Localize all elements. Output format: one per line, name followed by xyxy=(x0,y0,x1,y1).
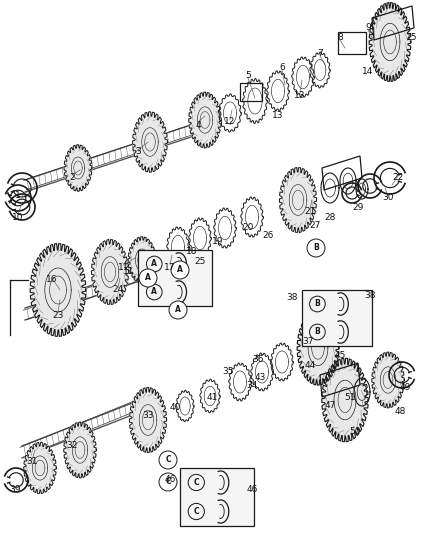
Text: 22: 22 xyxy=(392,174,404,182)
Text: 15: 15 xyxy=(406,34,418,43)
Text: 29: 29 xyxy=(352,204,364,213)
Circle shape xyxy=(139,269,157,287)
Text: 6: 6 xyxy=(279,63,285,72)
Text: 12: 12 xyxy=(224,117,236,126)
Text: 40: 40 xyxy=(170,403,181,413)
Polygon shape xyxy=(372,352,404,408)
Text: 7: 7 xyxy=(317,50,323,59)
Text: A: A xyxy=(152,287,157,296)
Text: 13: 13 xyxy=(294,91,306,100)
Text: A: A xyxy=(145,273,151,282)
Bar xyxy=(180,468,254,526)
Text: C: C xyxy=(165,478,171,487)
Text: 17: 17 xyxy=(164,263,176,272)
Bar xyxy=(240,83,262,101)
Text: 32: 32 xyxy=(66,440,78,449)
Text: 25: 25 xyxy=(194,257,206,266)
Circle shape xyxy=(307,239,325,257)
Text: 45: 45 xyxy=(334,351,346,359)
Text: 48: 48 xyxy=(394,408,406,416)
Polygon shape xyxy=(64,145,92,191)
Text: 38: 38 xyxy=(364,290,376,300)
Text: C: C xyxy=(194,478,199,487)
Polygon shape xyxy=(24,442,56,494)
Polygon shape xyxy=(189,92,221,148)
Text: B: B xyxy=(313,244,319,253)
Circle shape xyxy=(171,261,189,279)
Text: 20: 20 xyxy=(242,223,254,232)
Polygon shape xyxy=(279,167,317,232)
Bar xyxy=(302,290,372,346)
Text: 38: 38 xyxy=(286,294,298,303)
Text: C: C xyxy=(194,507,199,516)
Text: 23: 23 xyxy=(52,311,64,319)
Text: 21: 21 xyxy=(304,207,316,216)
Polygon shape xyxy=(64,422,96,478)
Circle shape xyxy=(169,301,187,319)
Polygon shape xyxy=(322,358,368,442)
Text: 44: 44 xyxy=(304,360,316,369)
Text: 39: 39 xyxy=(9,486,21,495)
Text: 5: 5 xyxy=(245,71,251,80)
Text: 11: 11 xyxy=(123,268,134,277)
Text: 18: 18 xyxy=(186,247,198,256)
Text: 16: 16 xyxy=(46,276,58,285)
Text: 50: 50 xyxy=(349,427,361,437)
Text: 11: 11 xyxy=(118,263,130,272)
Polygon shape xyxy=(297,311,339,385)
Text: B: B xyxy=(314,327,320,336)
Text: 34: 34 xyxy=(246,381,258,390)
Text: 13: 13 xyxy=(272,110,284,119)
Text: 33: 33 xyxy=(142,410,154,419)
Text: 1: 1 xyxy=(15,191,21,200)
Text: 19: 19 xyxy=(212,238,224,246)
Text: 30: 30 xyxy=(382,193,394,203)
Text: A: A xyxy=(177,265,183,274)
Text: 31: 31 xyxy=(26,457,38,466)
Circle shape xyxy=(159,451,177,469)
Text: 10: 10 xyxy=(12,214,24,222)
Text: 36: 36 xyxy=(252,356,264,365)
Polygon shape xyxy=(30,244,86,336)
Text: C: C xyxy=(165,456,171,464)
Text: 49: 49 xyxy=(399,384,411,392)
Bar xyxy=(338,32,366,54)
Text: 28: 28 xyxy=(324,214,336,222)
Polygon shape xyxy=(130,387,166,453)
Text: 24: 24 xyxy=(113,286,124,295)
Text: 37: 37 xyxy=(302,337,314,346)
Text: 47: 47 xyxy=(324,400,336,409)
Polygon shape xyxy=(128,237,156,283)
Text: 4: 4 xyxy=(195,120,201,130)
Text: B: B xyxy=(314,300,320,309)
Text: 2: 2 xyxy=(69,174,75,182)
Polygon shape xyxy=(133,112,167,172)
Bar xyxy=(138,250,212,306)
Circle shape xyxy=(159,473,177,491)
Text: 51: 51 xyxy=(344,393,356,402)
Text: 9: 9 xyxy=(365,23,371,33)
Polygon shape xyxy=(92,239,129,304)
Text: A: A xyxy=(152,260,157,269)
Text: 26: 26 xyxy=(262,230,274,239)
Text: 8: 8 xyxy=(337,34,343,43)
Polygon shape xyxy=(369,3,411,82)
Text: 27: 27 xyxy=(309,221,321,230)
Text: 43: 43 xyxy=(254,374,266,383)
Text: 35: 35 xyxy=(222,367,234,376)
Text: 41: 41 xyxy=(206,393,218,402)
Text: 46: 46 xyxy=(246,486,258,495)
Text: 14: 14 xyxy=(362,68,374,77)
Text: 3: 3 xyxy=(135,148,141,157)
Text: A: A xyxy=(175,305,181,314)
Text: 46: 46 xyxy=(165,475,176,484)
